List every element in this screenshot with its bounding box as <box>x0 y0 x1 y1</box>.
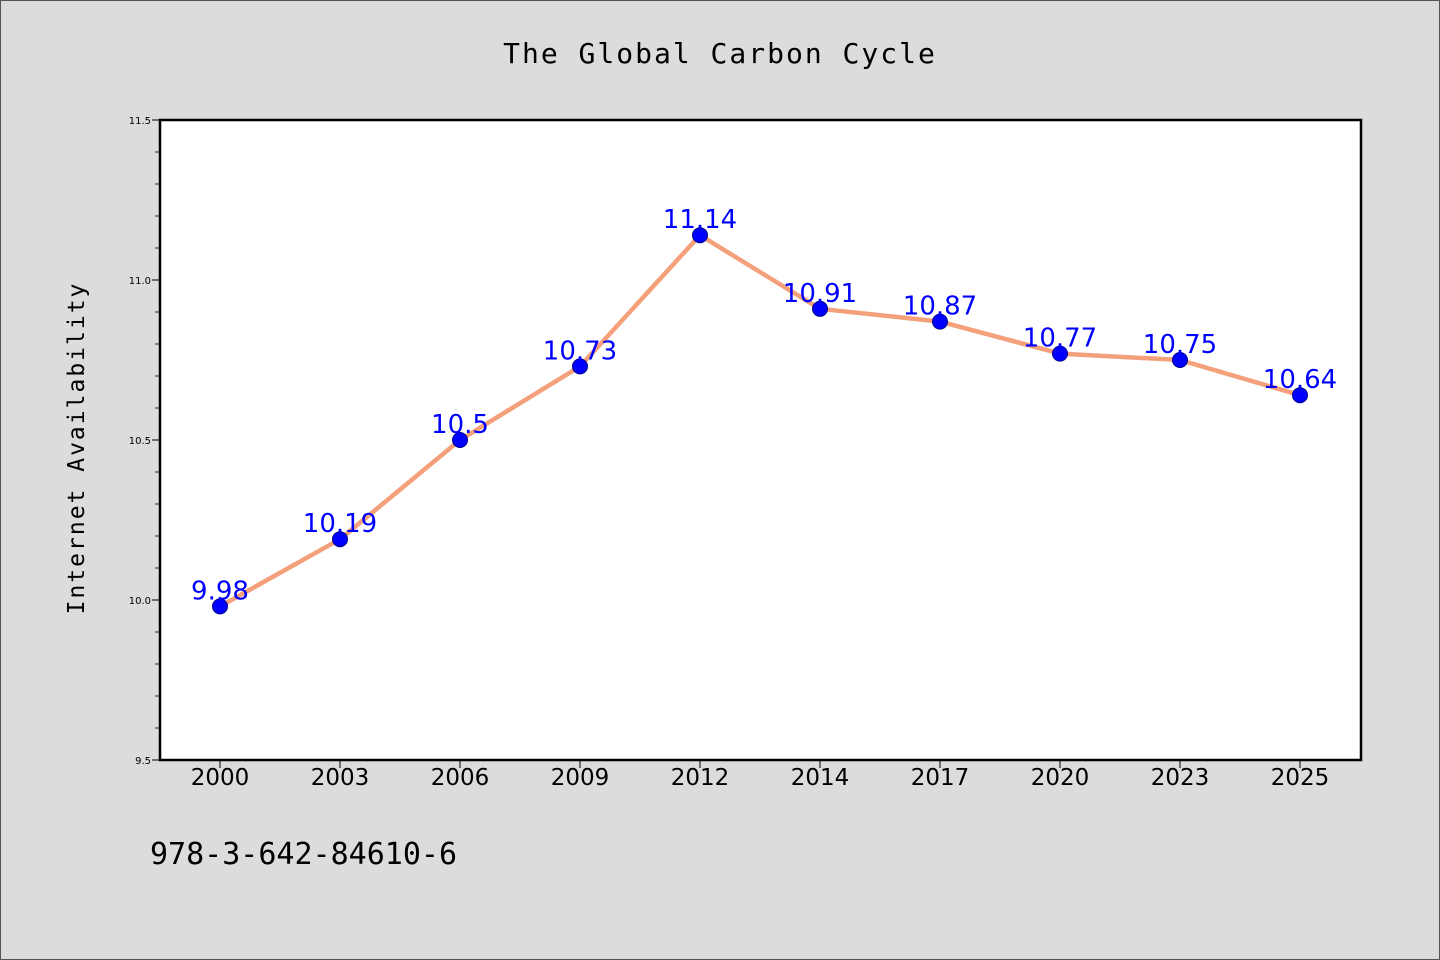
data-label: 10.75 <box>1143 330 1217 360</box>
data-label: 10.77 <box>1023 324 1097 354</box>
y-tick-label: 11.5 <box>129 116 151 127</box>
y-axis: 9.5 10.0 10.5 11.0 11.5 <box>129 116 160 767</box>
x-tick-label: 2006 <box>431 765 490 791</box>
plot-area <box>160 120 1361 760</box>
data-point <box>932 313 948 330</box>
plot-border <box>158 118 1363 762</box>
data-point <box>1172 352 1188 368</box>
x-tick-label: 2020 <box>1031 765 1090 791</box>
data-point <box>212 598 228 615</box>
data-labels: 9.98 10.19 10.5 10.73 11.14 10.91 10.87 10.77 10… <box>191 205 1337 606</box>
x-tick-label: 2000 <box>191 765 250 791</box>
data-point <box>1052 345 1068 362</box>
chart-title: The Global Carbon Cycle <box>503 37 937 70</box>
y-tick-label: 11.0 <box>129 276 151 287</box>
x-tick-label: 2017 <box>911 765 970 791</box>
series-line <box>217 232 1303 609</box>
data-label: 9.98 <box>191 576 249 606</box>
data-point <box>572 358 588 375</box>
data-markers <box>212 227 1308 615</box>
data-label: 10.91 <box>783 279 857 309</box>
x-tick-label: 2012 <box>671 765 730 791</box>
data-point <box>452 432 468 448</box>
footer-text: 978-3-642-84610-6 <box>150 837 457 872</box>
data-point <box>332 531 348 548</box>
x-tick-label: 2023 <box>1151 765 1210 791</box>
data-label: 10.64 <box>1263 365 1337 395</box>
x-tick-label: 2009 <box>551 765 610 791</box>
data-label: 10.73 <box>543 336 617 366</box>
data-label: 10.5 <box>431 410 489 440</box>
y-tick-label: 10.0 <box>129 596 151 607</box>
x-axis: 2000 2003 2006 2009 2012 2014 2017 2020 2023 2025 <box>191 760 1330 791</box>
x-tick-label: 2025 <box>1271 765 1330 791</box>
data-label: 10.19 <box>303 509 377 539</box>
x-tick-label: 2014 <box>791 765 850 791</box>
data-point <box>1292 387 1308 404</box>
data-point <box>692 227 708 244</box>
data-label: 11.14 <box>663 205 737 235</box>
y-tick-label: 9.5 <box>135 756 151 767</box>
y-axis-label: Internet Availability <box>64 282 90 615</box>
y-tick-label: 10.5 <box>129 436 151 447</box>
x-tick-label: 2003 <box>311 765 370 791</box>
data-point <box>812 300 828 317</box>
data-label: 10.87 <box>903 292 977 322</box>
